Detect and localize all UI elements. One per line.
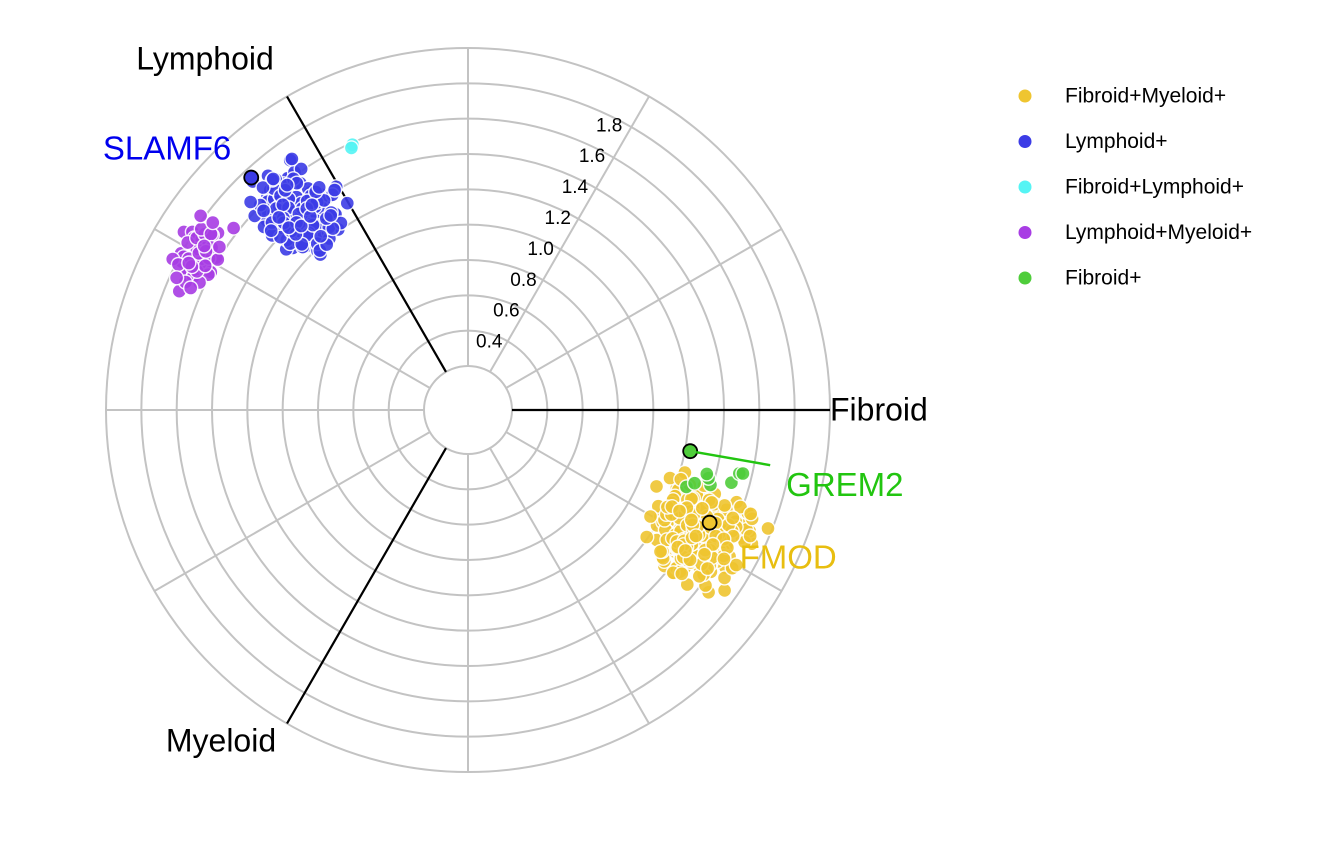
point-fibroid-plusmyeloid-plus (743, 506, 759, 522)
radial-tick-labels: 0.4 0.6 0.8 1.0 1.2 1.4 1.6 1.8 (476, 115, 622, 352)
point-lymphoid-plusmyeloid-plus (211, 239, 228, 255)
point-fibroid-plusmyeloid-plus (642, 508, 659, 525)
gene-marker-slamf6 (243, 169, 260, 186)
point-fibroid-plusmyeloid-plus (688, 528, 704, 544)
point-fibroid-plusmyeloid-plus (671, 503, 688, 519)
point-fibroid-pluslymphoid-plus (343, 140, 360, 156)
legend-entry-label: Lymphoid+ (1065, 130, 1168, 153)
point-lymphoid-plusmyeloid-plus (168, 270, 185, 286)
axis-label-fibroid: Fibroid (830, 391, 928, 427)
point-fibroid-plusmyeloid-plus (674, 566, 690, 582)
point-lymphoid-plus (313, 228, 329, 245)
point-lymphoid-plus (271, 209, 287, 226)
point-lymphoid-plusmyeloid-plus (197, 258, 213, 274)
point-fibroid-plus (686, 475, 703, 491)
point-lymphoid-plus (293, 161, 309, 177)
category-axes: Fibroid Lymphoid Myeloid (136, 40, 928, 758)
legend-entry-label: Fibroid+Lymphoid+ (1065, 176, 1244, 199)
axis-label-myeloid: Myeloid (166, 723, 276, 759)
point-fibroid-plus (735, 465, 751, 482)
point-fibroid-plusmyeloid-plus (696, 546, 713, 562)
point-lymphoid-plusmyeloid-plus (192, 208, 209, 224)
point-lymphoid-plus (279, 177, 295, 193)
point-lymphoid-plusmyeloid-plus (205, 214, 221, 231)
point-lymphoid-plus (323, 207, 339, 224)
point-lymphoid-plus (311, 179, 327, 196)
point-lymphoid-plus (304, 197, 320, 213)
radial-tick-label: 1.0 (527, 239, 553, 260)
axis-label-lymphoid: Lymphoid (136, 40, 274, 76)
grid-ring (423, 365, 513, 455)
point-lymphoid-plusmyeloid-plus (225, 220, 242, 236)
point-lymphoid-plus (265, 171, 281, 187)
legend-entry-label: Fibroid+ (1065, 267, 1141, 290)
point-lymphoid-plus (255, 179, 271, 196)
axis-line-myeloid (286, 447, 447, 725)
legend-swatch (1018, 135, 1032, 148)
grid-spoke (153, 431, 431, 592)
legend-entry-label: Fibroid+Myeloid+ (1065, 85, 1226, 108)
point-lymphoid-plus (284, 151, 300, 167)
point-fibroid-plusmyeloid-plus (716, 497, 733, 514)
point-lymphoid-plus (326, 182, 343, 198)
data-points (164, 136, 776, 600)
legend-swatch (1018, 180, 1032, 194)
radial-tick-label: 0.8 (510, 270, 536, 291)
point-fibroid-plusmyeloid-plus (742, 528, 758, 544)
point-fibroid-plus (699, 466, 715, 482)
point-lymphoid-plusmyeloid-plus (196, 238, 212, 254)
point-lymphoid-plus (255, 203, 272, 219)
point-fibroid-plusmyeloid-plus (760, 520, 776, 537)
radial-tick-label: 0.4 (476, 332, 503, 353)
legend-entry-label: Lymphoid+Myeloid+ (1065, 221, 1252, 244)
point-fibroid-plusmyeloid-plus (716, 551, 732, 567)
point-fibroid-plusmyeloid-plus (639, 529, 655, 545)
gene-marker-grem2 (682, 443, 699, 460)
point-lymphoid-plusmyeloid-plus (182, 280, 199, 296)
point-fibroid-plusmyeloid-plus (705, 536, 721, 553)
radial-tick-label: 1.6 (579, 146, 605, 167)
point-fibroid-plusmyeloid-plus (648, 478, 665, 495)
point-lymphoid-plus (293, 218, 309, 234)
gene-label-grem2: GREM2 (786, 466, 903, 503)
radial-tick-label: 1.4 (562, 177, 589, 198)
point-fibroid-plusmyeloid-plus (652, 543, 669, 560)
axis-line-lymphoid (286, 95, 447, 373)
point-fibroid-plusmyeloid-plus (699, 560, 716, 577)
point-fibroid-plusmyeloid-plus (677, 542, 694, 559)
point-fibroid-plusmyeloid-plus (694, 500, 710, 516)
highlighted-genes: SLAMF6 GREM2 FMOD (103, 130, 904, 576)
gene-label-slamf6: SLAMF6 (103, 130, 231, 167)
point-fibroid-plusmyeloid-plus (725, 510, 741, 526)
gene-leader-line (695, 450, 771, 467)
radial-tick-label: 1.2 (545, 208, 571, 229)
point-fibroid-plusmyeloid-plus (728, 557, 744, 573)
legend: Fibroid+Myeloid+Lymphoid+Fibroid+Lymphoi… (1018, 85, 1252, 290)
radial-tick-label: 0.6 (493, 301, 519, 322)
gene-label-fmod: FMOD (740, 539, 837, 576)
grid-spoke (489, 447, 650, 725)
grid-spoke (489, 95, 650, 373)
legend-swatch (1018, 271, 1032, 285)
legend-swatch (1018, 89, 1032, 103)
grid-spoke (505, 228, 783, 389)
gene-marker-fmod (701, 514, 718, 531)
radial-tick-label: 1.8 (596, 115, 622, 136)
point-fibroid-plusmyeloid-plus (683, 512, 700, 528)
point-lymphoid-plus (242, 194, 259, 210)
point-lymphoid-plus (275, 197, 291, 213)
point-lymphoid-plus (263, 222, 279, 239)
legend-swatch (1018, 226, 1032, 239)
point-lymphoid-plus (339, 195, 355, 211)
point-lymphoid-plusmyeloid-plus (181, 255, 197, 271)
